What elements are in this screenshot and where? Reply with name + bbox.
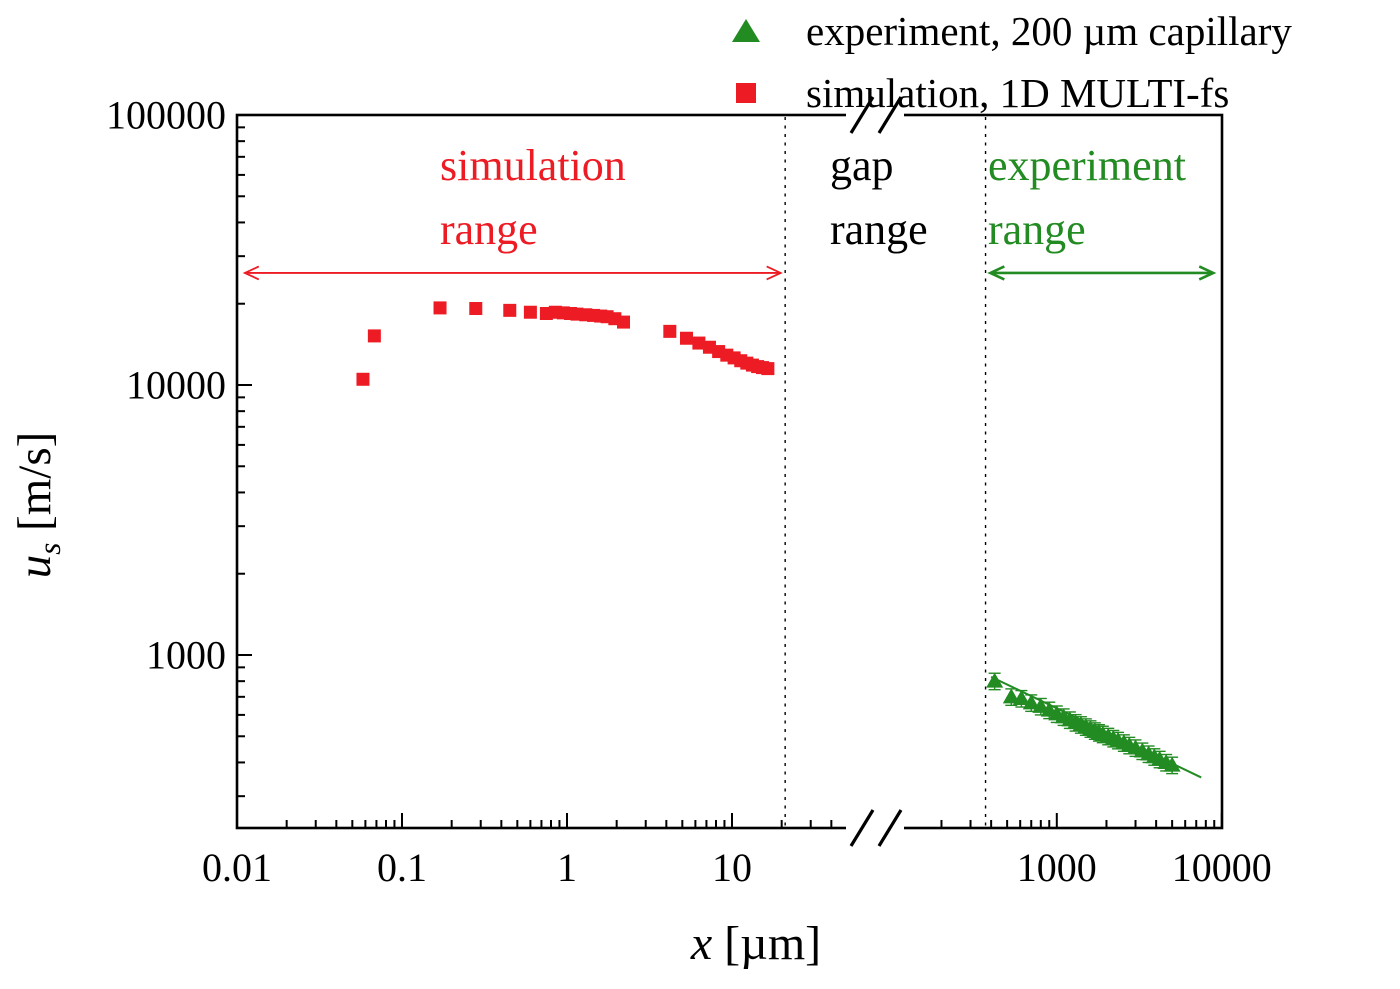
simulation-point [692,336,706,350]
simulation-point [680,331,694,345]
axis-break-gap [846,111,904,119]
x-tick-label: 0.01 [202,845,272,890]
annotation-simulation-range: simulation range [440,134,626,262]
simulation-range-arrow [242,265,783,281]
axis-break-mark [849,96,875,134]
simulation-point [367,329,381,343]
axis-break-mark [877,809,903,847]
experiment-triangle-icon [732,19,760,42]
x-tick-label: 0.1 [377,845,427,890]
experiment-point [1012,690,1030,706]
experiment-point [986,672,1004,688]
axis-break-mark [849,809,875,847]
simulation-point [523,305,537,319]
y-tick-label: 10000 [126,362,226,408]
annotation-line: range [830,205,928,254]
annotation-line: simulation [440,141,626,190]
annotation-experiment-range: experiment range [988,134,1186,262]
x-tick-label: 10000 [1171,845,1272,890]
annotation-line: range [440,205,538,254]
simulation-point [663,324,677,338]
experiment-point [1002,688,1020,704]
annotation-gap-range: gap range [830,134,928,262]
legend-label-experiment: experiment, 200 µm capillary [806,8,1292,54]
annotation-line: gap [830,141,894,190]
experiment-range-arrow [987,265,1217,281]
y-axis-subscript: s [32,542,68,555]
experiment-point [1022,694,1040,710]
x-tick-label: 10 [712,845,752,890]
simulation-point [616,315,630,329]
x-axis-unit: [µm] [724,917,822,970]
plot-frame [235,113,1224,830]
x-axis-title: x [µm] [691,916,821,971]
y-axis-variable: u [8,554,61,579]
annotation-line: experiment [988,141,1186,190]
simulation-point [356,372,370,386]
experiment-point [1163,756,1181,772]
x-tick-label: 1 [557,845,577,890]
legend: experiment, 200 µm capillary simulation,… [728,0,1292,124]
legend-item-experiment: experiment, 200 µm capillary [728,0,1292,62]
y-tick-label: 100000 [106,92,226,138]
axis-break-gap [846,824,904,832]
simulation-point [433,301,447,315]
simulation-point [503,303,517,317]
y-axis-title: us [m/s] [8,432,68,579]
annotation-line: range [988,205,1086,254]
legend-label-simulation: simulation, 1D MULTI-fs [806,70,1230,116]
axis-break-mark [877,96,903,134]
y-axis-unit: [m/s] [8,431,61,531]
simulation-square-icon [736,83,756,103]
axis-ticks [236,114,1223,828]
legend-item-simulation: simulation, 1D MULTI-fs [728,62,1292,124]
y-tick-label: 1000 [146,632,226,678]
x-axis-variable: x [690,917,713,970]
simulation-point [761,362,775,376]
simulation-point [469,302,483,316]
x-tick-label: 1000 [1016,845,1097,890]
